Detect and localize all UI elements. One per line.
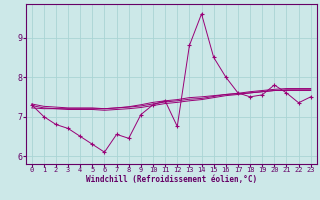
X-axis label: Windchill (Refroidissement éolien,°C): Windchill (Refroidissement éolien,°C) bbox=[86, 175, 257, 184]
